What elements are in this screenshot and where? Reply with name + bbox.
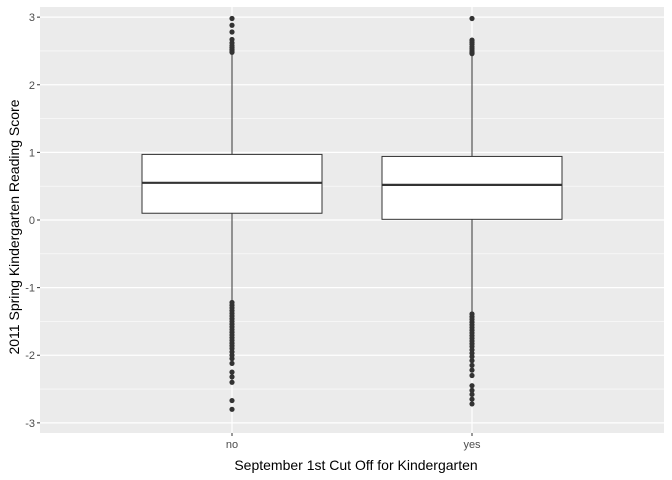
box-yes <box>381 15 563 407</box>
outlier-point <box>469 362 475 368</box>
outlier-point <box>469 372 475 379</box>
outlier-point <box>229 406 235 412</box>
y-tick-label: 0 <box>29 215 35 227</box>
y-tick-label: -2 <box>25 350 35 362</box>
y-tick-label: -3 <box>25 418 35 430</box>
outlier-point <box>229 374 235 380</box>
outlier-point <box>229 379 235 385</box>
x-axis: no yes <box>226 433 481 451</box>
x-axis-title: September 1st Cut Off for Kindergarten <box>234 457 477 473</box>
outlier-point <box>469 387 475 393</box>
outlier-point <box>229 360 235 366</box>
outlier-point <box>469 401 475 407</box>
outlier-point <box>469 353 475 360</box>
outlier-point <box>469 391 475 398</box>
x-tick-label: no <box>226 439 238 451</box>
outlier-point <box>469 367 475 373</box>
x-tick-label: yes <box>463 439 481 451</box>
box-iqr <box>381 155 563 220</box>
outlier-point <box>469 358 475 364</box>
outlier-point <box>229 356 235 362</box>
outlier-point <box>229 397 235 404</box>
y-axis: -3 -2 -1 0 1 2 3 <box>25 12 40 430</box>
boxes <box>141 15 563 412</box>
box-no <box>141 15 323 412</box>
outlier-point <box>469 383 475 389</box>
y-tick-label: 3 <box>29 12 35 24</box>
outlier-point <box>469 15 475 22</box>
outlier-point <box>229 22 235 28</box>
y-tick-label: 2 <box>29 80 35 92</box>
outlier-point <box>469 396 475 402</box>
outlier-point <box>229 36 235 43</box>
y-tick-label: 1 <box>29 147 35 159</box>
outlier-point <box>229 369 235 375</box>
y-tick-label: -1 <box>25 283 35 295</box>
outlier-point <box>229 29 235 35</box>
outlier-point <box>469 37 475 43</box>
outlier-point <box>229 15 235 22</box>
y-axis-title: 2011 Spring Kindergarten Reading Score <box>6 99 22 354</box>
